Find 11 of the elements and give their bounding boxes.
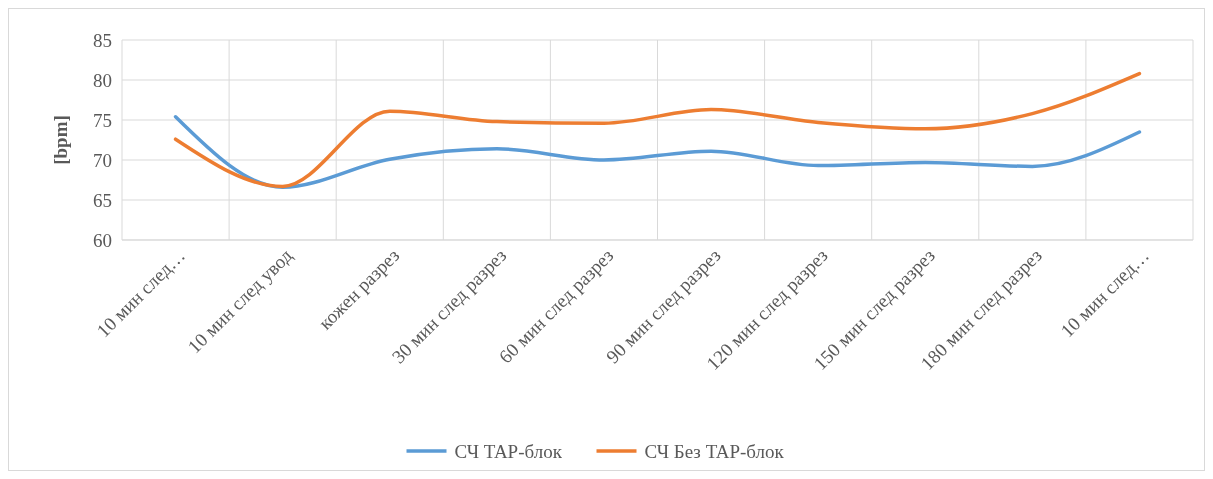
y-tick-label: 80 (93, 69, 112, 91)
y-tick-label: 65 (93, 189, 112, 211)
legend-label: СЧ TAP-блок (454, 440, 563, 462)
y-tick-label: 70 (93, 149, 112, 171)
y-axis-title: [bpm] (50, 115, 71, 165)
y-tick-label: 85 (93, 29, 112, 51)
line-series (173, 71, 1142, 189)
line-series (173, 115, 1142, 189)
legend-label: СЧ Без TAP-блок (644, 440, 785, 462)
y-tick-label: 75 (93, 109, 112, 131)
y-tick-label: 60 (93, 229, 112, 251)
